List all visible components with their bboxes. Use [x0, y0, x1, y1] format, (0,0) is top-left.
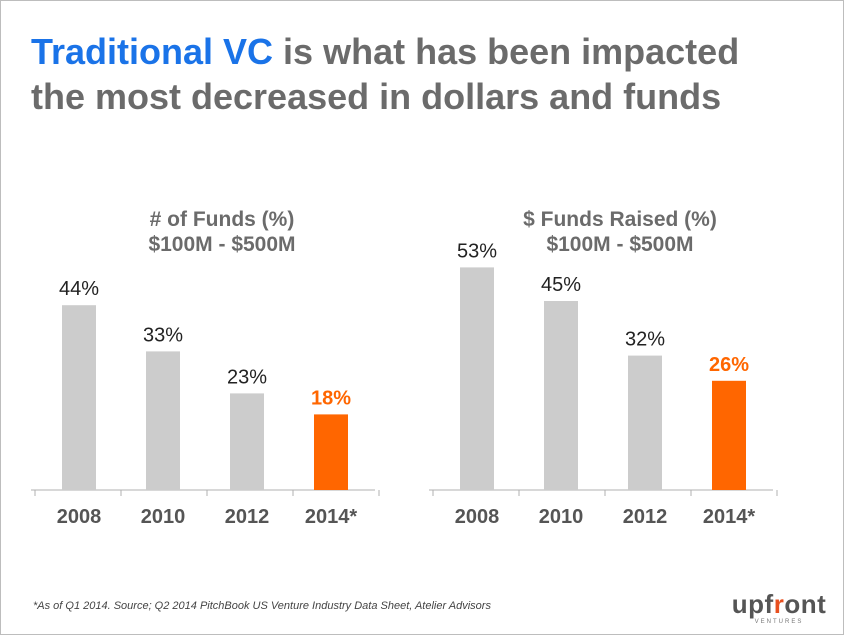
chart-funds-raised-category-label-2012: 2012 — [623, 506, 668, 528]
logo-subtitle: VENTURES — [754, 619, 804, 625]
chart-number-of-funds-title-line-2: $100M - $500M — [148, 233, 295, 256]
chart-number-of-funds: # of Funds (%) $100M - $500M 44% 2008 33% 201… — [31, 196, 425, 551]
chart-number-of-funds-svg: # of Funds (%)$100M - $500M 44% 2008 33% 201… — [31, 208, 380, 528]
title-line1-rest: is what has been impacted — [273, 31, 740, 72]
chart-funds-raised-data-label-2012: 32% — [625, 329, 665, 351]
chart-number-of-funds-data-label-2010: 33% — [143, 324, 183, 346]
chart-funds-raised-bar-2008 — [460, 267, 494, 490]
chart-number-of-funds-bar-2010 — [146, 351, 180, 490]
title-line2: the most decreased in dollars and funds — [31, 76, 722, 117]
chart-number-of-funds-bar-2012 — [230, 393, 264, 490]
chart-funds-raised-data-label-2008: 53% — [457, 240, 497, 262]
chart-number-of-funds-data-label-2014: 18% — [311, 387, 351, 409]
chart-number-of-funds-category-label-2012: 2012 — [225, 506, 270, 528]
logo-wordmark: upfront — [731, 589, 827, 619]
chart-funds-raised: $ Funds Raised (%) $100M - $500M 53% 2008 45… — [429, 196, 823, 551]
chart-number-of-funds-data-label-2008: 44% — [59, 278, 99, 300]
chart-funds-raised-bar-2014 — [712, 380, 746, 490]
upfront-logo: upfront VENTURES — [727, 590, 831, 626]
chart-funds-raised-data-label-2014: 26% — [709, 354, 749, 376]
chart-number-of-funds-title-line-1: # of Funds (%) — [150, 208, 295, 231]
chart-number-of-funds-bar-2008 — [62, 305, 96, 490]
chart-funds-raised-category-label-2014: 2014* — [703, 506, 755, 528]
chart-funds-raised-title-line-1: $ Funds Raised (%) — [523, 208, 717, 231]
chart-number-of-funds-category-label-2014: 2014* — [305, 506, 357, 528]
chart-funds-raised-bar-2010 — [544, 301, 578, 490]
chart-funds-raised-svg: $ Funds Raised (%)$100M - $500M 53% 2008 45… — [429, 208, 778, 528]
chart-number-of-funds-bar-2014 — [314, 414, 348, 490]
chart-number-of-funds-category-label-2010: 2010 — [141, 506, 186, 528]
chart-funds-raised-data-label-2010: 45% — [541, 274, 581, 296]
slide-title: Traditional VC is what has been impacted… — [31, 29, 739, 119]
chart-funds-raised-bar-2012 — [628, 355, 662, 490]
title-highlight: Traditional VC — [31, 31, 274, 72]
chart-number-of-funds-category-label-2008: 2008 — [57, 506, 102, 528]
footnote: *As of Q1 2014. Source; Q2 2014 PitchBoo… — [33, 600, 491, 612]
chart-funds-raised-title-line-2: $100M - $500M — [546, 233, 693, 256]
chart-funds-raised-category-label-2008: 2008 — [455, 506, 500, 528]
chart-number-of-funds-data-label-2012: 23% — [227, 366, 267, 388]
chart-funds-raised-category-label-2010: 2010 — [539, 506, 584, 528]
